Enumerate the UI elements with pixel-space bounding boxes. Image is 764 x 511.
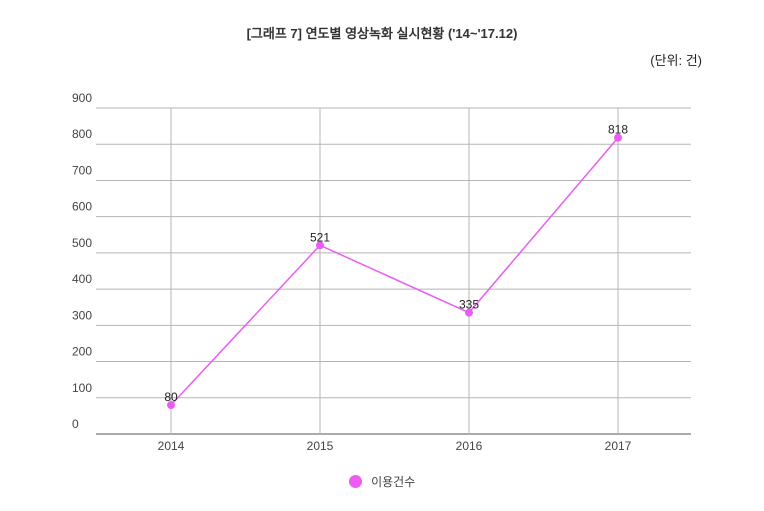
data-point (167, 401, 175, 410)
data-label: 80 (164, 390, 178, 404)
data-label: 521 (310, 230, 330, 244)
y-tick-label: 100 (72, 381, 92, 395)
y-tick-label: 400 (72, 272, 92, 286)
legend-marker-icon (348, 475, 362, 488)
data-label: 818 (608, 123, 628, 137)
y-tick-label: 300 (72, 308, 92, 322)
legend-label: 이용건수 (371, 475, 416, 489)
y-tick-label: 800 (72, 127, 92, 141)
unit-label: (단위: 건) (650, 53, 702, 68)
y-tick-label: 600 (72, 200, 92, 214)
y-tick-label: 900 (72, 91, 92, 105)
y-tick-label: 0 (72, 417, 79, 431)
x-tick-label: 2014 (158, 439, 185, 453)
chart-title: [그래프 7] 연도별 영상녹화 실시현황 ('14~'17.12) (246, 26, 518, 41)
x-tick-label: 2016 (456, 439, 483, 453)
y-tick-label: 700 (72, 163, 92, 177)
series-line (170, 137, 619, 406)
x-tick-label: 2015 (307, 439, 334, 453)
y-tick-label: 200 (72, 345, 92, 359)
data-label: 335 (459, 298, 479, 312)
x-tick-label: 2017 (605, 439, 632, 453)
legend: 이용건수 (0, 473, 764, 490)
data-point (316, 241, 324, 250)
data-point (614, 133, 622, 142)
y-tick-label: 500 (72, 236, 92, 250)
data-point (465, 308, 473, 317)
